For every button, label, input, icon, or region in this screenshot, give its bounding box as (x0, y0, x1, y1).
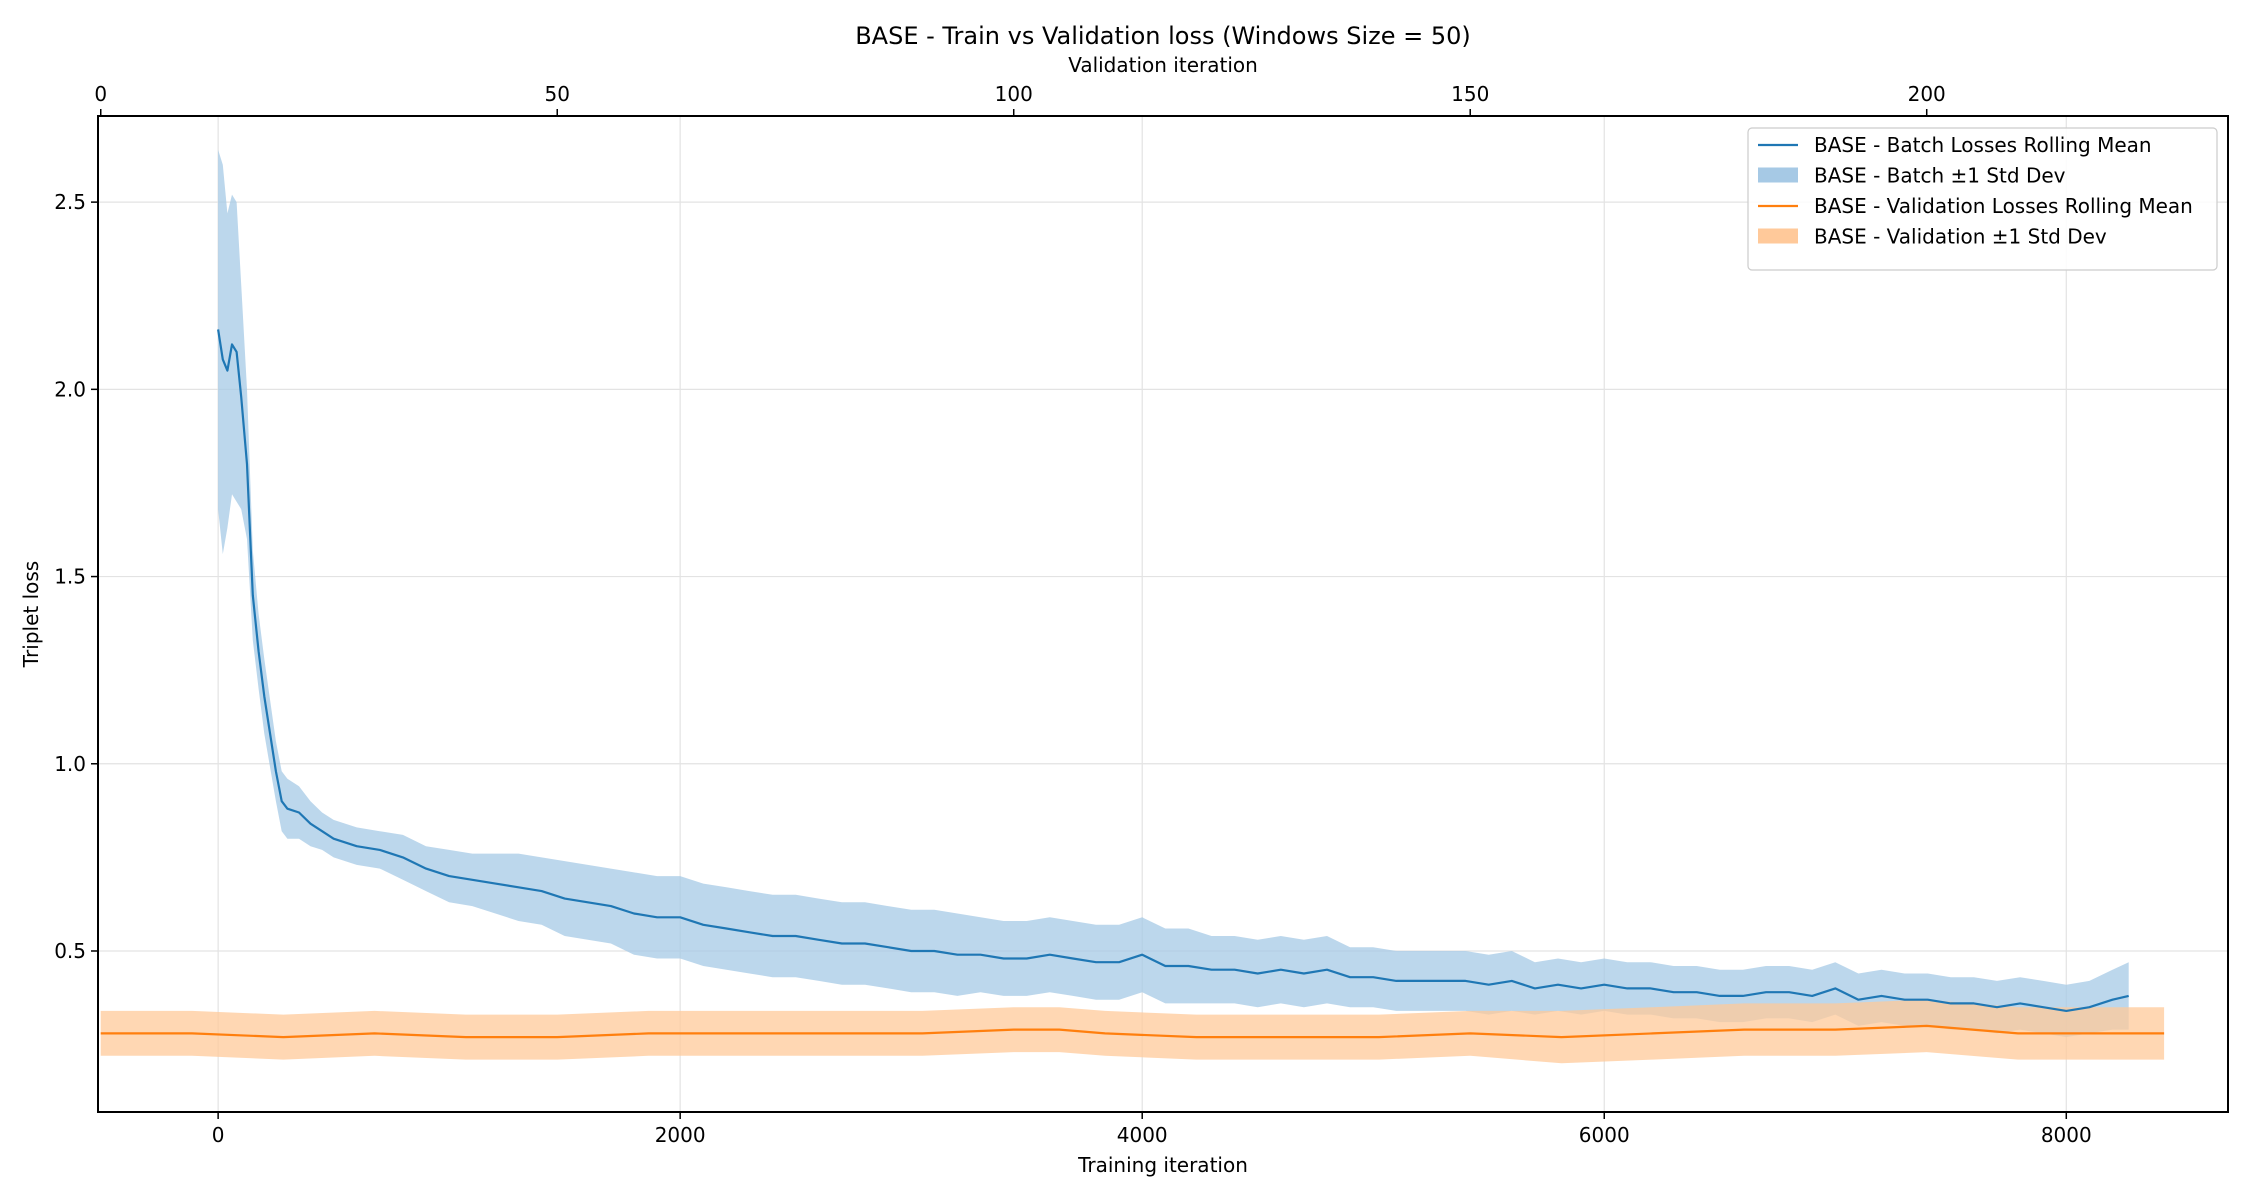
top-x-tick-label: 150 (1451, 82, 1489, 106)
legend-label: BASE - Validation ±1 Std Dev (1814, 225, 2107, 249)
x-tick-label: 8000 (2041, 1123, 2092, 1147)
legend-band-swatch (1758, 167, 1798, 183)
legend-band-swatch (1758, 228, 1798, 244)
x-tick-label: 6000 (1579, 1123, 1630, 1147)
y-tick-label: 1.5 (54, 565, 86, 589)
legend: BASE - Batch Losses Rolling Mean BASE - B… (1747, 127, 2218, 271)
top-x-tick-label: 100 (995, 82, 1033, 106)
top-x-tick-label: 50 (545, 82, 570, 106)
x-tick-label: 2000 (655, 1123, 706, 1147)
y-tick-label: 0.5 (54, 939, 86, 963)
axis-ticks: 0 2000 4000 6000 8000 0 50 100 150 200 0.5 1.0 1.5 2.… (54, 82, 2092, 1147)
mean-lines (100, 329, 2165, 1039)
validation-mean-line (100, 1024, 2165, 1039)
x-axis-label: Training iteration (1077, 1153, 1248, 1177)
top-x-tick-label: 0 (94, 82, 107, 106)
top-x-axis-label: Validation iteration (1068, 53, 1258, 77)
y-tick-label: 1.0 (54, 752, 86, 776)
chart-title: BASE - Train vs Validation loss (Windows… (855, 22, 1471, 50)
std-bands (100, 149, 2165, 1064)
x-tick-label: 4000 (1117, 1123, 1168, 1147)
y-tick-label: 2.5 (54, 190, 86, 214)
plot-frame (97, 115, 2229, 1113)
y-tick-label: 2.0 (54, 377, 86, 401)
validation-std-band (100, 999, 2165, 1064)
y-axis-label: Triplet loss (19, 561, 43, 668)
legend-label: BASE - Validation Losses Rolling Mean (1814, 194, 2193, 218)
top-x-tick-label: 200 (1908, 82, 1946, 106)
batch-mean-line (217, 329, 2129, 1013)
legend-label: BASE - Batch ±1 Std Dev (1814, 164, 2066, 188)
legend-label: BASE - Batch Losses Rolling Mean (1814, 133, 2152, 157)
x-tick-label: 0 (212, 1123, 225, 1147)
legend-box (1747, 127, 2218, 271)
